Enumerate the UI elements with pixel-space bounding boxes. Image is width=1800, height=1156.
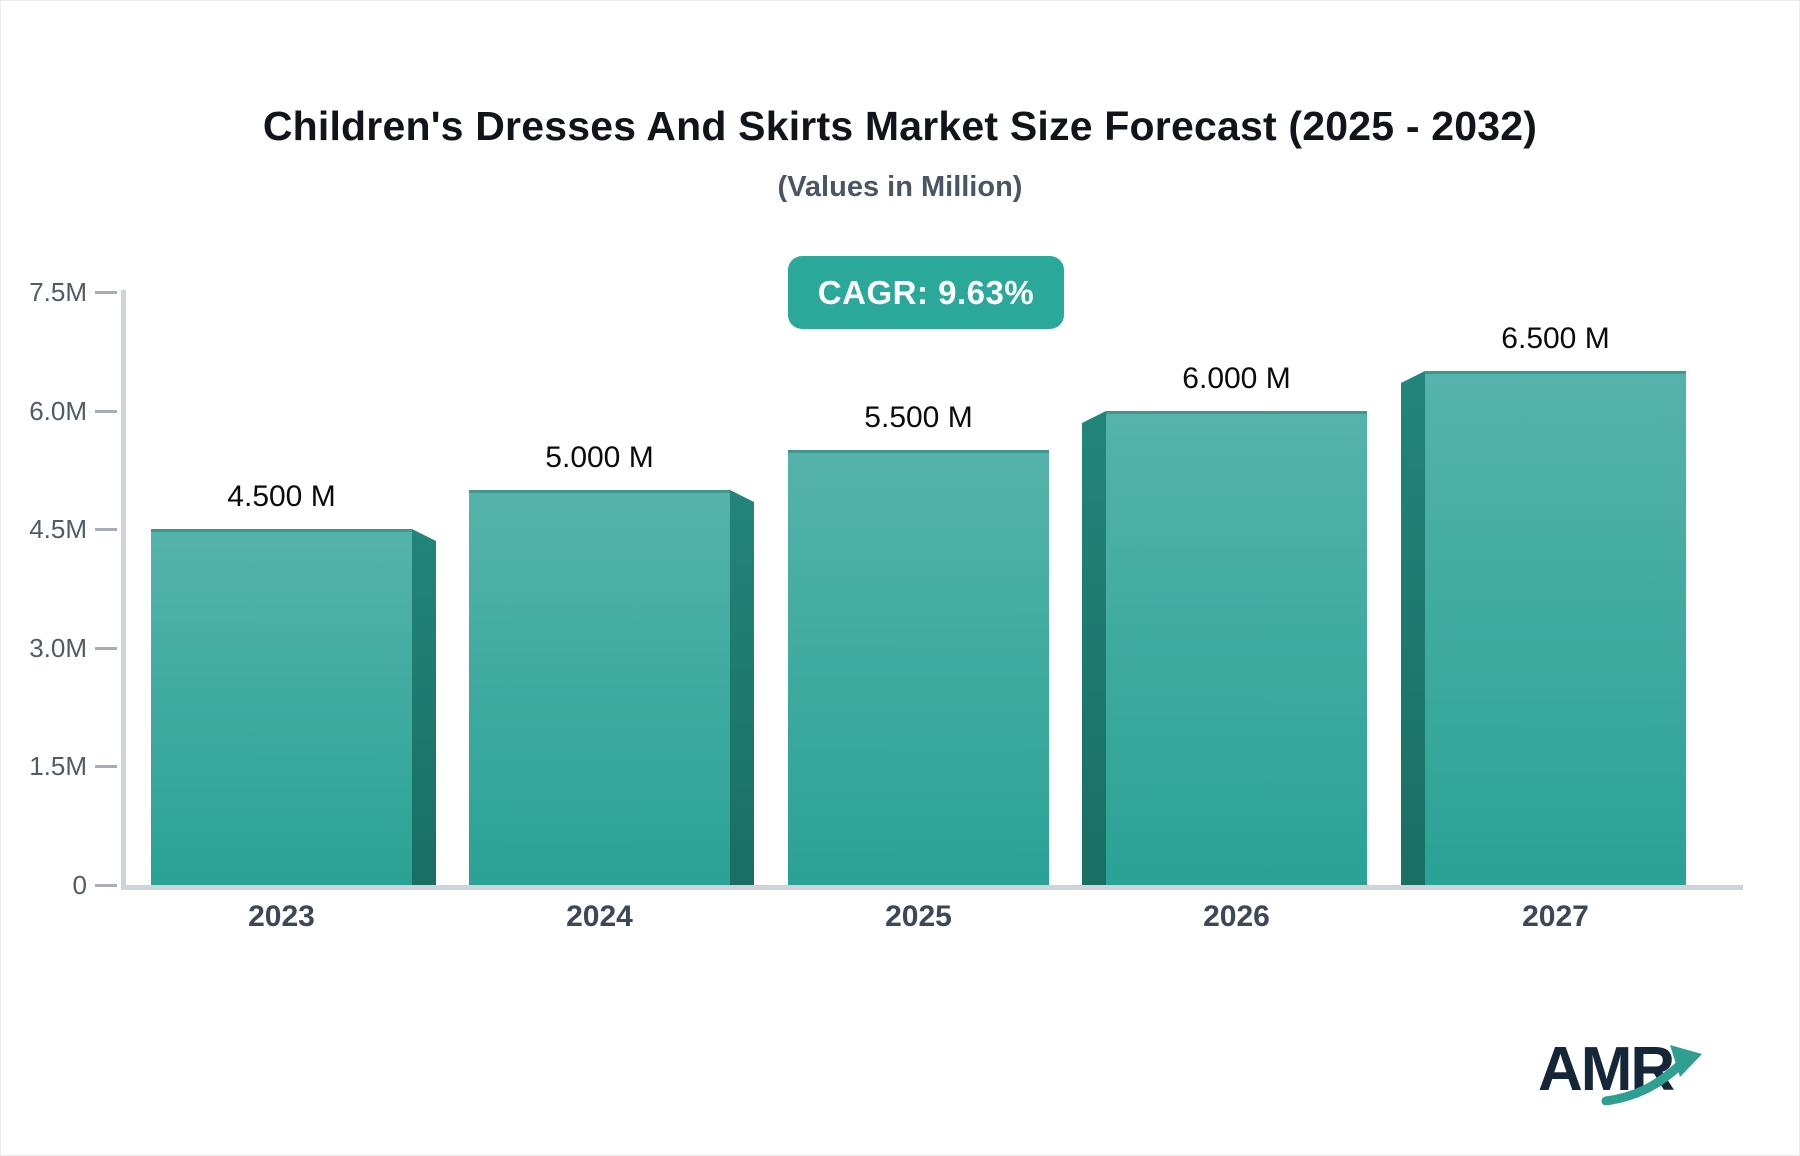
x-axis-label: 2026: [1203, 900, 1270, 933]
x-axis-label: 2023: [248, 900, 315, 933]
bar-2024: [469, 490, 730, 885]
cagr-badge: CAGR: 9.63%: [788, 256, 1064, 329]
y-tick-label: 3.0M: [29, 632, 87, 663]
y-tick-label: 6.0M: [29, 395, 87, 426]
y-tick-mark: [95, 528, 117, 532]
chart-title: Children's Dresses And Skirts Market Siz…: [262, 103, 1538, 149]
x-axis-label: 2027: [1522, 900, 1589, 933]
y-tick-label: 0: [72, 870, 87, 900]
bar-3d-side: [730, 490, 754, 885]
bar-2027: [1425, 371, 1686, 885]
amr-logo: AMR: [1538, 1039, 1718, 1109]
y-tick-mark: [95, 409, 117, 413]
y-tick-label: 4.5M: [29, 514, 87, 545]
y-tick-label: 7.5M: [29, 276, 87, 307]
bar-3d-side: [412, 529, 436, 885]
y-tick-mark: [95, 884, 117, 887]
bar-value-label: 5.000 M: [545, 441, 654, 474]
x-axis-line: [121, 885, 1743, 890]
y-axis-line: [121, 290, 126, 886]
x-axis-label: 2024: [566, 900, 633, 933]
bar-2026: [1106, 411, 1367, 885]
bar-value-label: 6.000 M: [1182, 362, 1291, 395]
x-axis-label: 2025: [885, 900, 952, 933]
growth-arrow-icon: [1601, 1045, 1702, 1105]
bar-2025: [788, 450, 1049, 885]
bar-3d-side: [1401, 371, 1425, 885]
y-tick-label: 1.5M: [29, 751, 87, 782]
chart-subtitle: (Values in Million): [777, 171, 1023, 203]
bar-value-label: 6.500 M: [1501, 322, 1610, 355]
bar-2023: [151, 529, 412, 885]
y-tick-mark: [95, 646, 117, 650]
y-tick-mark: [95, 290, 117, 294]
y-tick-mark: [95, 765, 117, 769]
bar-value-label: 5.500 M: [864, 401, 973, 434]
bar-value-label: 4.500 M: [227, 480, 336, 513]
bar-3d-side: [1082, 411, 1106, 885]
